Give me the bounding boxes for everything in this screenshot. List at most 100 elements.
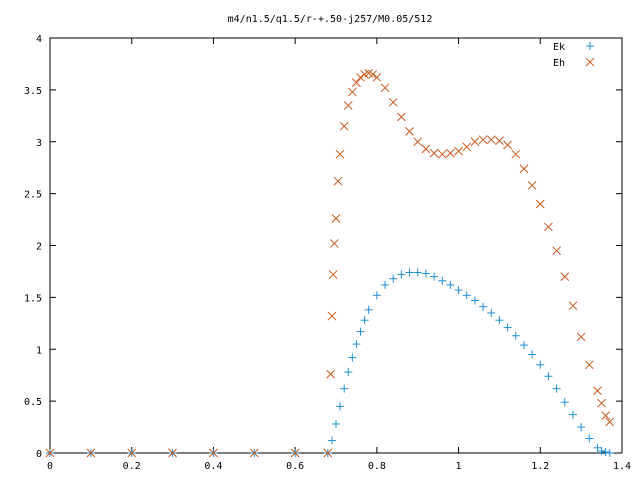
eh-point [495,136,504,146]
chart-title: m4/n1.5/q1.5/r-+.50-j257/M0.05/512 [228,14,433,25]
eh-point [601,411,611,421]
eh-point [209,448,218,458]
eh-point [368,69,378,79]
eh-point [519,164,529,174]
ek-point [352,340,361,349]
ek-point [348,353,357,362]
ek-point [536,360,545,369]
eh-point [328,270,338,279]
y-tick-label: 3 [36,138,42,149]
ek-point [479,302,488,311]
ek-point [605,449,614,457]
ek-point [597,446,606,455]
eh-point [413,137,423,147]
legend-marker-ek [586,42,594,50]
eh-point [597,398,606,408]
ek-point [332,419,340,428]
ek-point [372,291,381,300]
eh-point [249,448,259,458]
eh-point [429,148,439,158]
eh-point [339,121,349,131]
eh-point [326,369,336,379]
eh-point [127,448,137,458]
eh-point [511,149,521,159]
ek-point [336,402,345,411]
ek-point [585,434,594,443]
ek-point [360,316,369,325]
ek-point [487,308,496,317]
eh-point [462,142,472,152]
x-tick-label: 1.4 [613,461,631,472]
eh-point [347,87,357,97]
eh-point [45,448,55,458]
y-tick-label: 4 [36,34,42,45]
legend-label-eh: Eh [553,58,565,69]
ek-point [430,272,439,281]
ek-point [511,331,520,340]
y-tick-label: 2.5 [24,190,42,201]
eh-point [421,144,431,154]
x-tick-label: 0.8 [368,461,386,472]
eh-point [593,386,602,396]
eh-point [343,101,353,110]
y-tick-label: 2 [36,242,42,253]
eh-point [470,137,480,147]
x-tick-label: 0.4 [204,461,222,472]
eh-point [290,448,300,458]
ek-point [397,270,406,279]
ek-point [327,436,336,445]
chart-marks [45,68,615,458]
eh-point [372,73,382,82]
eh-point [397,112,406,122]
y-tick-label: 3.5 [24,86,42,97]
eh-point [552,246,561,256]
eh-point [568,301,578,311]
eh-point [446,148,455,158]
ek-point [568,410,577,419]
x-tick-label: 0.6 [286,461,304,472]
eh-point [335,149,345,159]
ek-point [593,443,602,452]
series-eh [45,68,615,458]
eh-point [333,176,343,186]
ek-point [577,423,586,432]
eh-point [454,146,463,156]
y-tick-label: 1 [36,345,42,356]
x-tick-label: 1 [456,461,462,472]
plot-axes: 0 0.2 0.4 0.6 0.8 1 1.2 1.4 0 0.5 1 1.5 2 2.5 3 3.5 4 [24,34,631,472]
eh-point [584,360,594,370]
ek-point [389,274,398,283]
y-tick-label: 0 [36,449,42,460]
ek-point [413,268,422,277]
eh-point [535,199,545,209]
eh-point [486,135,496,145]
ek-point [552,384,561,393]
eh-point [168,448,177,458]
x-tick-label: 0.2 [123,461,141,472]
eh-point [331,214,341,223]
ek-point [601,447,610,456]
ek-point [544,372,553,381]
ek-point [462,291,471,300]
ek-point [454,286,463,295]
legend-marker-eh [585,57,595,67]
ek-point [364,305,373,314]
eh-point [527,180,537,190]
legend-label-ek: Ek [553,42,565,53]
legend: Ek Eh [553,42,595,69]
eh-point [327,311,337,321]
ek-point [446,280,455,289]
y-tick-label: 1.5 [24,293,42,304]
eh-point [503,140,512,150]
eh-point [352,78,361,87]
ek-point [340,384,349,393]
ek-point [421,269,430,278]
ek-point [356,327,365,336]
eh-point [405,127,414,136]
ek-point [519,341,528,350]
eh-point [380,83,390,93]
eh-point [323,448,333,458]
ek-point [381,280,390,289]
